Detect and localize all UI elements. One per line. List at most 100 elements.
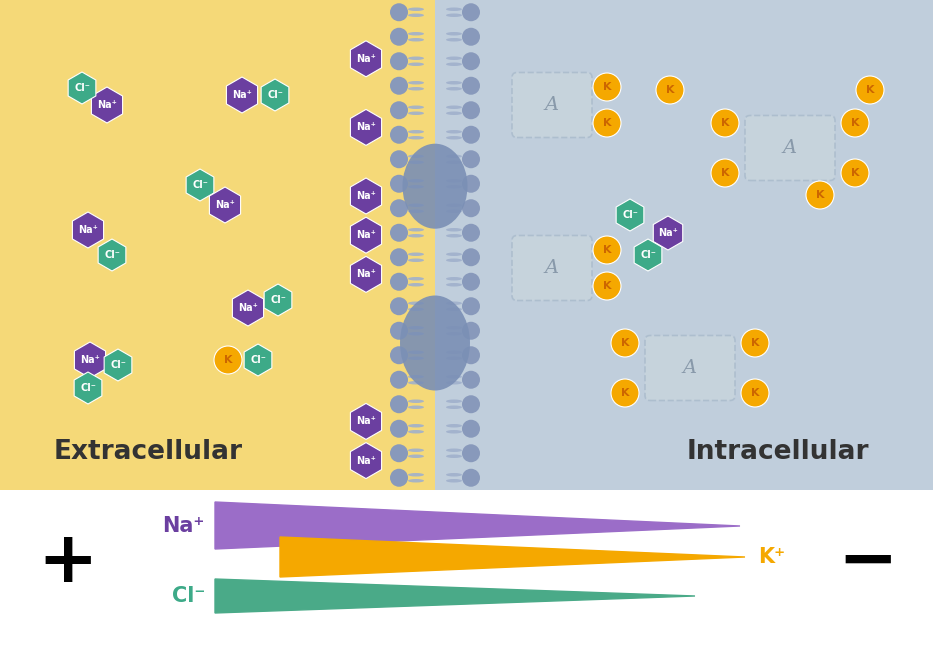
Text: Cl⁻: Cl⁻	[110, 360, 126, 370]
Ellipse shape	[446, 332, 462, 336]
Polygon shape	[98, 239, 126, 271]
Circle shape	[462, 248, 480, 266]
Ellipse shape	[408, 258, 424, 262]
Text: Cl⁻: Cl⁻	[270, 295, 285, 305]
Text: K: K	[603, 245, 611, 255]
Text: Cl⁻: Cl⁻	[104, 250, 120, 260]
Ellipse shape	[408, 179, 424, 183]
Circle shape	[856, 76, 884, 104]
Polygon shape	[616, 199, 644, 231]
Polygon shape	[351, 256, 382, 292]
Ellipse shape	[408, 332, 424, 336]
Circle shape	[390, 28, 408, 46]
Polygon shape	[104, 349, 132, 381]
Text: Na⁺: Na⁺	[356, 230, 376, 240]
Text: K⁺: K⁺	[758, 547, 786, 567]
Ellipse shape	[446, 234, 462, 237]
Ellipse shape	[446, 252, 462, 256]
Polygon shape	[351, 41, 382, 77]
Ellipse shape	[408, 185, 424, 189]
Circle shape	[462, 53, 480, 70]
Circle shape	[390, 420, 408, 438]
Text: K: K	[603, 281, 611, 291]
Ellipse shape	[408, 130, 424, 133]
Polygon shape	[261, 79, 289, 111]
Ellipse shape	[446, 479, 462, 482]
Text: Cl⁻: Cl⁻	[74, 83, 90, 93]
Text: K: K	[751, 388, 759, 398]
Circle shape	[462, 3, 480, 21]
Circle shape	[390, 273, 408, 291]
Ellipse shape	[446, 14, 462, 17]
Text: Na⁺: Na⁺	[356, 269, 376, 279]
Ellipse shape	[408, 234, 424, 237]
Text: Na⁺: Na⁺	[658, 228, 678, 238]
Ellipse shape	[408, 136, 424, 139]
Text: K: K	[751, 338, 759, 348]
Ellipse shape	[446, 381, 462, 384]
Polygon shape	[351, 178, 382, 214]
Polygon shape	[91, 87, 122, 123]
Ellipse shape	[446, 160, 462, 164]
Circle shape	[462, 396, 480, 413]
Ellipse shape	[446, 204, 462, 207]
Polygon shape	[187, 169, 214, 201]
Circle shape	[462, 199, 480, 217]
Circle shape	[390, 199, 408, 217]
Polygon shape	[74, 372, 102, 404]
Ellipse shape	[408, 283, 424, 286]
Text: −: −	[838, 528, 898, 597]
Ellipse shape	[446, 424, 462, 428]
Ellipse shape	[408, 307, 424, 311]
Circle shape	[462, 175, 480, 193]
Text: A: A	[783, 139, 797, 157]
Circle shape	[462, 101, 480, 120]
Ellipse shape	[408, 160, 424, 164]
Text: A: A	[545, 259, 559, 277]
Text: K: K	[666, 85, 675, 95]
Circle shape	[390, 297, 408, 315]
FancyBboxPatch shape	[645, 336, 735, 401]
Circle shape	[741, 329, 769, 357]
Polygon shape	[0, 0, 435, 490]
Ellipse shape	[408, 430, 424, 434]
Text: K: K	[603, 118, 611, 128]
Text: K: K	[815, 190, 824, 200]
Text: Na⁺: Na⁺	[162, 516, 205, 536]
Ellipse shape	[408, 204, 424, 207]
Ellipse shape	[408, 228, 424, 231]
Circle shape	[390, 150, 408, 168]
Polygon shape	[215, 502, 740, 549]
Circle shape	[214, 346, 242, 374]
Ellipse shape	[408, 38, 424, 41]
Ellipse shape	[408, 106, 424, 109]
Ellipse shape	[408, 32, 424, 35]
Circle shape	[462, 273, 480, 291]
Polygon shape	[227, 77, 258, 113]
Polygon shape	[280, 537, 745, 577]
Ellipse shape	[446, 32, 462, 35]
Ellipse shape	[408, 252, 424, 256]
Text: K: K	[866, 85, 874, 95]
Ellipse shape	[446, 449, 462, 452]
Polygon shape	[75, 342, 105, 378]
Circle shape	[593, 109, 621, 137]
Ellipse shape	[446, 399, 462, 403]
Ellipse shape	[408, 455, 424, 458]
Ellipse shape	[408, 14, 424, 17]
Text: Na⁺: Na⁺	[216, 200, 235, 210]
Circle shape	[462, 371, 480, 389]
Text: Na⁺: Na⁺	[356, 191, 376, 201]
Ellipse shape	[408, 357, 424, 360]
Circle shape	[390, 53, 408, 70]
Circle shape	[462, 224, 480, 242]
Text: K: K	[721, 118, 730, 128]
Circle shape	[390, 248, 408, 266]
Ellipse shape	[446, 258, 462, 262]
Text: Na⁺: Na⁺	[232, 90, 252, 100]
Ellipse shape	[446, 283, 462, 286]
Circle shape	[390, 224, 408, 242]
Circle shape	[390, 444, 408, 463]
Ellipse shape	[408, 302, 424, 305]
Circle shape	[593, 236, 621, 264]
